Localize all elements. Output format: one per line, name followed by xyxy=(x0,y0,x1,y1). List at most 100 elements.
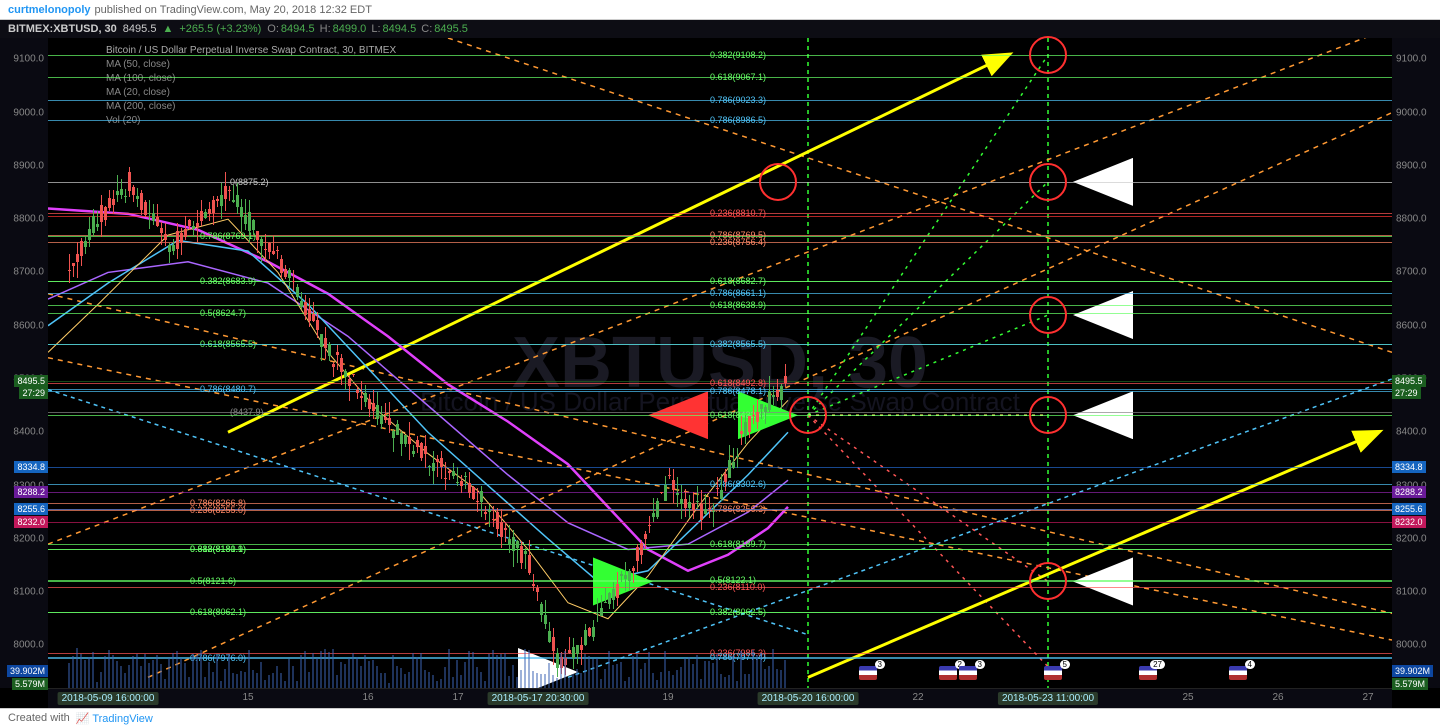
y-tick: 9000.0 xyxy=(1396,107,1427,118)
price-label: 27:29 xyxy=(1392,387,1421,399)
price-label: 8288.2 xyxy=(1392,486,1426,498)
footer-text: Created with xyxy=(8,712,70,724)
fib-label: 0.618(8638.9) xyxy=(708,300,768,310)
horizontal-line xyxy=(48,522,1392,523)
change-text: +265.5 (+3.23%) xyxy=(179,23,261,35)
y-tick: 8000.0 xyxy=(1396,640,1427,651)
target-circle xyxy=(1029,562,1067,600)
header-bar: curtmelonopoly published on TradingView.… xyxy=(0,0,1440,20)
horizontal-line xyxy=(48,510,1392,511)
last-price: 8495.5 xyxy=(123,23,157,35)
y-tick: 8900.0 xyxy=(13,160,44,171)
tradingview-logo[interactable]: 📈 TradingView xyxy=(76,712,153,725)
info-bar: BITMEX:XBTUSD, 30 8495.5 ▲ +265.5 (+3.23… xyxy=(0,20,1440,38)
fib-label: 0(8875.2) xyxy=(228,177,271,187)
price-label: 8495.5 xyxy=(1392,375,1426,387)
y-tick: 9100.0 xyxy=(13,54,44,65)
econ-event-icon[interactable]: 5 xyxy=(1044,666,1062,680)
fib-label: 0.382(8565.5) xyxy=(708,339,768,349)
fib-label: 0.786(8986.5) xyxy=(708,115,768,125)
price-label: 8334.8 xyxy=(14,461,48,473)
chart-container[interactable]: 9100.09000.08900.08800.08700.08600.08500… xyxy=(0,38,1440,708)
indicator-line-label: MA (50, close) xyxy=(106,58,396,72)
indicator-line-label: MA (100, close) xyxy=(106,72,396,86)
x-axis: 2018-05-09 16:00:00 15 16 17 2018-05-17 20:3… xyxy=(48,688,1392,708)
econ-event-icon[interactable]: 4 xyxy=(1229,666,1247,680)
y-tick: 9100.0 xyxy=(1396,54,1427,65)
fib-label: 0.382(8683.9) xyxy=(198,276,258,286)
fib-label: 0.236(8756.4) xyxy=(708,237,768,247)
fib-label: 0.5(8121.6) xyxy=(188,576,238,586)
x-tick: 2018-05-23 11:00:00 xyxy=(998,692,1098,705)
x-tick: 25 xyxy=(1182,692,1193,703)
x-tick: 2018-05-17 20:30:00 xyxy=(488,692,589,705)
indicator-line-label: MA (200, close) xyxy=(106,100,396,114)
fib-label: 0.786(8661.1) xyxy=(708,288,768,298)
chart-pane[interactable]: XBTUSD, 30 Bitcoin / US Dollar Perpetual… xyxy=(48,38,1392,688)
fib-label: 0.236(8110.0) xyxy=(708,582,767,592)
econ-event-icon[interactable]: 3 xyxy=(859,666,877,680)
econ-event-icon[interactable]: 27 xyxy=(1139,666,1157,680)
price-label: 39.902M xyxy=(1392,665,1433,677)
y-tick: 8800.0 xyxy=(1396,214,1427,225)
price-label: 8232.0 xyxy=(14,516,48,528)
price-label: 8255.6 xyxy=(14,503,48,515)
horizontal-line xyxy=(48,313,1392,314)
econ-event-icon[interactable]: 3 xyxy=(959,666,977,680)
publish-text: published on TradingView.com, May 20, 20… xyxy=(95,4,372,16)
fib-label: 0.786(8480.7) xyxy=(198,384,258,394)
price-label: 27:29 xyxy=(19,387,48,399)
target-circle xyxy=(1029,396,1067,434)
target-circle xyxy=(1029,163,1067,201)
ohlc-block: O:8494.5 H:8499.0 L:8494.5 C:8495.5 xyxy=(267,23,470,35)
y-tick: 8000.0 xyxy=(13,640,44,651)
price-label: 8232.0 xyxy=(1392,516,1426,528)
arrow-up-icon: ▲ xyxy=(162,23,173,35)
y-tick: 8200.0 xyxy=(13,533,44,544)
price-label: 5.579M xyxy=(1392,678,1428,690)
y-tick: 8100.0 xyxy=(1396,587,1427,598)
y-tick: 8400.0 xyxy=(1396,427,1427,438)
y-tick: 8900.0 xyxy=(1396,160,1427,171)
fib-label: 0.5(8624.7) xyxy=(198,308,248,318)
indicator-legend: Bitcoin / US Dollar Perpetual Inverse Sw… xyxy=(106,44,396,128)
fib-label: 0.786(9023.3) xyxy=(708,95,768,105)
fib-label: 0.382(8062.5) xyxy=(708,607,768,617)
x-tick: 17 xyxy=(452,692,463,703)
footer-bar: Created with 📈 TradingView xyxy=(0,708,1440,727)
fib-label: 0.618(9067.1) xyxy=(708,72,768,82)
x-tick: 2018-05-09 16:00:00 xyxy=(58,692,159,705)
y-tick: 8800.0 xyxy=(13,214,44,225)
price-label: 8334.8 xyxy=(1392,461,1426,473)
price-label: 8495.5 xyxy=(14,375,48,387)
x-tick: 22 xyxy=(912,692,923,703)
x-tick: 19 xyxy=(662,692,673,703)
fib-label: 0.236(8255.0) xyxy=(188,505,248,515)
y-tick: 8100.0 xyxy=(13,587,44,598)
author-link[interactable]: curtmelonopoly xyxy=(8,4,91,16)
fib-label: 0.382(9108.2) xyxy=(708,50,768,60)
x-tick: 16 xyxy=(362,692,373,703)
fib-label: 0.618(8189.7) xyxy=(708,539,768,549)
x-tick: 27 xyxy=(1362,692,1373,703)
y-tick: 8600.0 xyxy=(13,320,44,331)
price-label: 5.579M xyxy=(12,678,48,690)
y-tick: 8200.0 xyxy=(1396,533,1427,544)
indicator-line-label: Vol (20) xyxy=(106,114,396,128)
target-circle xyxy=(1029,36,1067,74)
x-tick: 15 xyxy=(242,692,253,703)
y-tick: 8700.0 xyxy=(13,267,44,278)
target-circle xyxy=(759,163,797,201)
fib-label: 0.618(8180.9) xyxy=(188,544,248,554)
y-tick: 8600.0 xyxy=(1396,320,1427,331)
symbol-text: BITMEX:XBTUSD, 30 xyxy=(8,23,117,35)
x-tick: 2018-05-20 16:00:00 xyxy=(758,692,859,705)
target-circle xyxy=(789,396,827,434)
econ-event-icon[interactable]: 2 xyxy=(939,666,957,680)
fib-label: 0.618(8432.4) xyxy=(708,410,768,420)
price-label: 8255.6 xyxy=(1392,503,1426,515)
x-tick: 26 xyxy=(1272,692,1283,703)
y-axis-left: 9100.09000.08900.08800.08700.08600.08500… xyxy=(0,38,48,688)
y-tick: 8400.0 xyxy=(13,427,44,438)
target-circle xyxy=(1029,296,1067,334)
